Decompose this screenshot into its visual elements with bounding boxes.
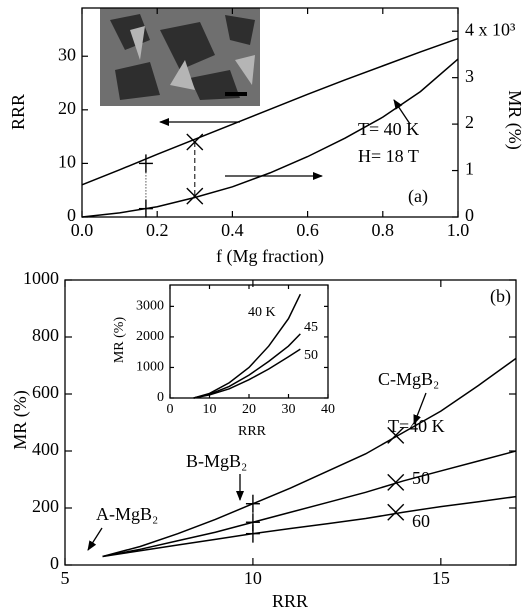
x-axis-label: RRR [238, 424, 267, 439]
marker-stroke [186, 187, 204, 205]
annotation: C-MgB₂ [378, 369, 439, 389]
line-series [193, 293, 302, 399]
x-tick-label: 0.2 [146, 220, 169, 240]
x-tick-label: 1.0 [447, 220, 470, 240]
marker [245, 494, 260, 513]
x-tick-label: 15 [432, 568, 450, 588]
x-tick-label: 0 [167, 402, 174, 417]
y-tick-label: 0 [157, 390, 164, 405]
y-tick-label: 800 [32, 325, 59, 345]
panel-label: (b) [490, 286, 511, 307]
line-series [193, 333, 301, 399]
y-axis-label: MR (%) [112, 317, 127, 364]
marker-stroke [387, 426, 405, 444]
marker [387, 503, 405, 521]
y-tick-label: 1000 [23, 268, 59, 288]
y-tick-label: 30 [58, 44, 76, 64]
marker [387, 426, 405, 444]
y-axis-label: RRR [8, 94, 28, 130]
y2-tick-label: 2 [465, 112, 474, 132]
marker [245, 524, 260, 543]
x-axis-label: f (Mg fraction) [216, 246, 324, 267]
y-tick-label: 20 [58, 98, 76, 118]
y-tick-label: 0 [67, 205, 76, 225]
marker [186, 187, 204, 205]
arrow [413, 392, 427, 425]
marker [387, 473, 405, 491]
x-axis-label: RRR [272, 591, 308, 611]
arrow [393, 99, 411, 125]
micrograph [100, 8, 260, 106]
y2-axis-label: MR (%) [504, 90, 525, 150]
marker [138, 154, 153, 173]
x-tick-label: 20 [242, 402, 256, 417]
line-series [81, 37, 459, 186]
series-label: 50 [304, 348, 318, 363]
x-tick-label: 0.6 [296, 220, 319, 240]
y-tick-label: 3000 [136, 299, 164, 314]
x-tick-label: 5 [61, 568, 70, 588]
x-tick-label: 40 [321, 402, 335, 417]
plot-frame [169, 284, 329, 399]
annotation: A-MgB₂ [96, 504, 158, 524]
y-tick-label: 200 [32, 496, 59, 516]
y-tick-label: 2000 [136, 329, 164, 344]
annotation: T= 40 K [358, 119, 419, 139]
series-label: 60 [412, 511, 430, 531]
x-tick-label: 30 [282, 402, 296, 417]
y2-tick-label: 3 [465, 66, 474, 86]
x-tick-label: 10 [203, 402, 217, 417]
line-series [193, 348, 301, 399]
series-label: 40 K [248, 305, 276, 320]
x-tick-label: 0.0 [71, 220, 94, 240]
y2-tick-label: 4 x 10³ [465, 19, 516, 39]
marker [186, 133, 204, 151]
y2-tick-label: 0 [465, 205, 474, 225]
y-tick-label: 600 [32, 382, 59, 402]
series-label: 50 [412, 468, 430, 488]
x-tick-label: 0.8 [372, 220, 395, 240]
y-tick-label: 1000 [136, 360, 164, 375]
line-series [102, 357, 517, 558]
y-tick-label: 400 [32, 439, 59, 459]
x-tick-label: 0.4 [221, 220, 244, 240]
marker-stroke [387, 473, 405, 491]
series-label: T=40 K [388, 416, 445, 436]
arrow [87, 527, 103, 551]
marker-stroke [186, 133, 204, 151]
annotation: H= 18 T [358, 146, 419, 166]
y-tick-label: 10 [58, 152, 76, 172]
y-tick-label: 0 [50, 553, 59, 573]
marker-stroke [387, 503, 405, 521]
line-series [102, 450, 517, 558]
annotation: B-MgB₂ [186, 451, 247, 471]
x-tick-label: 10 [244, 568, 262, 588]
marker [138, 199, 153, 218]
plot-frame [81, 7, 459, 218]
plot-frame [64, 279, 517, 566]
y2-tick-label: 1 [465, 159, 474, 179]
series-label: 45 [304, 320, 318, 335]
line-series [102, 495, 517, 558]
panel-label: (a) [408, 186, 428, 207]
y-axis-label: MR (%) [10, 390, 31, 450]
